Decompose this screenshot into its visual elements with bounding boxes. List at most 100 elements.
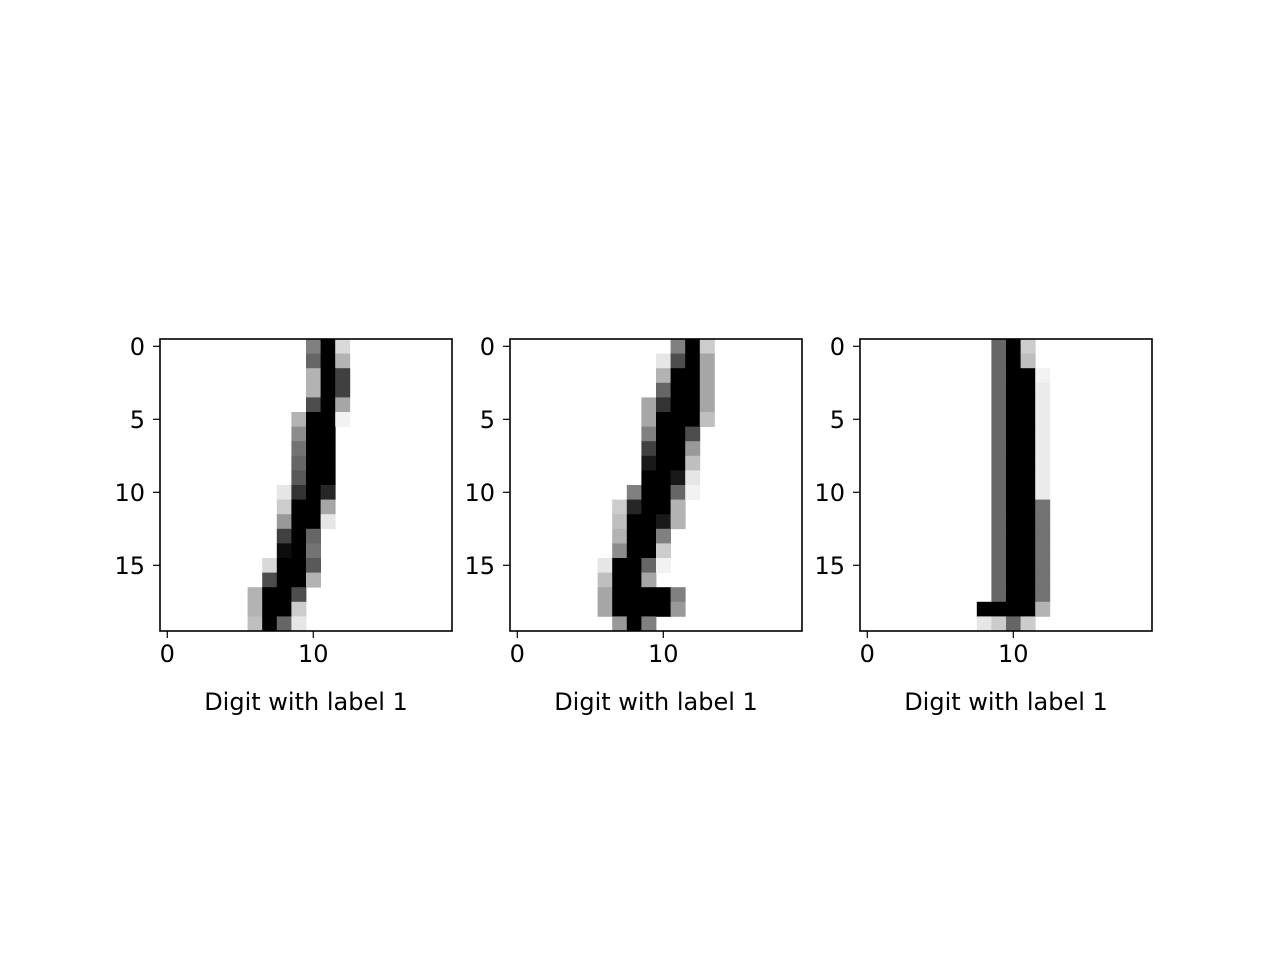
pixel-cell xyxy=(670,412,686,427)
pixel-cell xyxy=(641,499,657,515)
pixel-cell xyxy=(670,339,686,354)
pixel-cell xyxy=(685,426,701,442)
pixel-cell xyxy=(670,368,686,384)
pixel-cell xyxy=(1020,397,1036,413)
pixel-cell xyxy=(1035,426,1051,442)
pixel-cell xyxy=(626,558,642,573)
pixel-cell xyxy=(626,514,642,530)
pixel-cell xyxy=(1006,587,1021,603)
pixel-cell xyxy=(626,543,642,559)
pixel-cell xyxy=(991,397,1007,413)
pixel-cell xyxy=(597,587,613,603)
pixel-cell xyxy=(1020,353,1036,369)
pixel-cell xyxy=(991,601,1007,617)
x-tick-label: 10 xyxy=(998,640,1029,668)
pixel-cell xyxy=(597,601,613,617)
pixel-cell xyxy=(306,470,321,486)
pixel-cell xyxy=(612,558,628,573)
pixel-cell xyxy=(1006,470,1021,486)
pixel-cell xyxy=(1020,382,1036,398)
pixel-cell xyxy=(1020,601,1036,617)
pixel-cell xyxy=(699,368,715,384)
pixel-cell xyxy=(320,397,336,413)
pixel-cell xyxy=(291,587,307,603)
pixel-cell xyxy=(685,353,701,369)
pixel-cell xyxy=(685,382,701,398)
y-tick-label: 0 xyxy=(480,333,495,361)
pixel-cell xyxy=(291,572,307,588)
pixel-cell xyxy=(1006,601,1021,617)
pixel-cell xyxy=(656,470,671,486)
pixel-cell xyxy=(1006,616,1021,632)
pixel-cell xyxy=(247,601,263,617)
pixel-cell xyxy=(597,558,613,573)
pixel-cell xyxy=(656,441,671,457)
pixel-cell xyxy=(276,514,292,530)
x-tick-label: 10 xyxy=(648,640,679,668)
pixel-cell xyxy=(335,397,351,413)
pixel-cell xyxy=(641,397,657,413)
pixel-cell xyxy=(685,368,701,384)
pixel-cell xyxy=(1020,441,1036,457)
pixel-cell xyxy=(626,485,642,500)
pixel-cell xyxy=(1020,514,1036,530)
pixel-cell xyxy=(685,455,701,471)
pixel-cell xyxy=(1006,499,1021,515)
pixel-cell xyxy=(612,572,628,588)
digit-panel-3: 0 10 0 5 10 15 Digit with label 1 xyxy=(814,333,1153,716)
y-tick-label: 15 xyxy=(114,552,145,580)
pixel-cell xyxy=(335,353,351,369)
pixel-cell xyxy=(670,601,686,617)
digit-panel-1: 0 10 0 5 10 15 Digit with label 1 xyxy=(114,333,453,716)
pixel-cell xyxy=(1020,368,1036,384)
pixel-cell xyxy=(320,441,336,457)
pixel-cell xyxy=(685,470,701,486)
pixel-cell xyxy=(991,455,1007,471)
pixel-cell xyxy=(306,499,321,515)
y-tick-label: 0 xyxy=(130,333,145,361)
pixel-cell xyxy=(1035,499,1051,515)
pixel-cell xyxy=(670,485,686,500)
pixel-cell xyxy=(612,543,628,559)
pixel-cell xyxy=(656,499,671,515)
pixel-cell xyxy=(976,601,992,617)
pixel-cell xyxy=(247,616,263,632)
pixel-cell xyxy=(656,528,671,544)
pixel-cell xyxy=(276,587,292,603)
pixel-cell xyxy=(1006,382,1021,398)
x-tick-label: 0 xyxy=(510,640,525,668)
y-tick-label: 15 xyxy=(464,552,495,580)
pixel-cell xyxy=(670,587,686,603)
y-tick-label: 0 xyxy=(830,333,845,361)
pixel-cell xyxy=(1020,587,1036,603)
pixel-cell xyxy=(262,601,278,617)
pixel-cell xyxy=(1006,441,1021,457)
pixel-cell xyxy=(1020,543,1036,559)
pixel-cell xyxy=(306,441,321,457)
pixel-cell xyxy=(612,499,628,515)
pixel-cell xyxy=(991,616,1007,632)
pixel-cell xyxy=(991,470,1007,486)
pixel-cell xyxy=(1006,485,1021,500)
pixel-cell xyxy=(1035,441,1051,457)
pixel-cell xyxy=(320,470,336,486)
pixel-cell xyxy=(306,514,321,530)
pixel-cell xyxy=(262,558,278,573)
pixel-cell xyxy=(276,543,292,559)
pixel-cell xyxy=(306,558,321,573)
pixel-cell xyxy=(1035,558,1051,573)
pixel-cell xyxy=(320,368,336,384)
y-tick-label: 5 xyxy=(830,406,845,434)
pixel-cell xyxy=(670,514,686,530)
pixel-cell xyxy=(306,368,321,384)
pixel-cell xyxy=(306,528,321,544)
pixel-cell xyxy=(291,455,307,471)
pixel-cell xyxy=(670,426,686,442)
pixel-cell xyxy=(991,543,1007,559)
pixel-cell xyxy=(320,499,336,515)
pixel-cell xyxy=(320,455,336,471)
pixel-cell xyxy=(1035,485,1051,500)
pixel-cell xyxy=(991,339,1007,354)
pixel-cell xyxy=(291,470,307,486)
pixel-cell xyxy=(991,485,1007,500)
